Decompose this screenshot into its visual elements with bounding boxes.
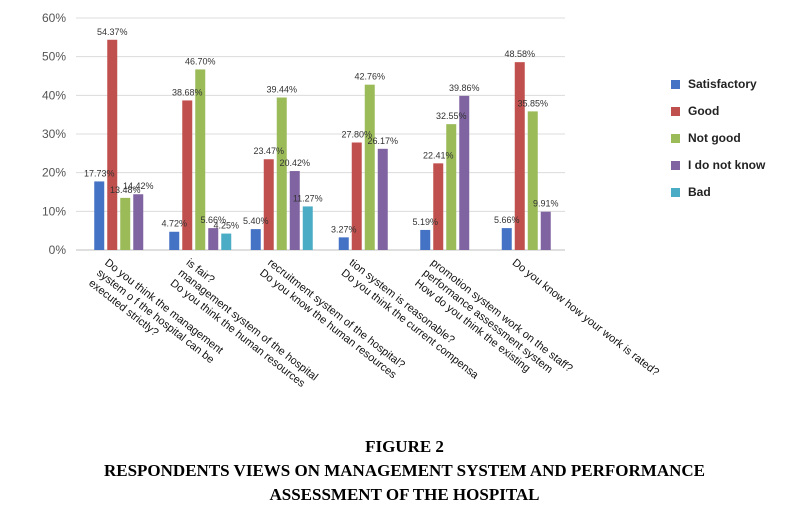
bar-i-do-not-know xyxy=(289,171,300,250)
bars xyxy=(94,39,551,251)
bar-not-good xyxy=(527,111,538,250)
bar-good xyxy=(433,163,444,250)
data-label: 26.17% xyxy=(367,136,398,146)
data-label: 13.48% xyxy=(110,185,141,195)
bar-good xyxy=(514,62,525,250)
bar-satisfactory xyxy=(169,231,180,250)
y-tick-label: 30% xyxy=(42,127,66,141)
data-label: 5.19% xyxy=(412,217,438,227)
data-label: 5.40% xyxy=(243,216,269,226)
legend-swatch xyxy=(671,161,680,170)
bar-not-good xyxy=(364,84,375,250)
data-label: 5.66% xyxy=(494,215,520,225)
figure-caption-line1: RESPONDENTS VIEWS ON MANAGEMENT SYSTEM A… xyxy=(103,461,706,480)
legend-label: Bad xyxy=(688,185,711,199)
legend-label: I do not know xyxy=(688,158,766,172)
data-label: 17.73% xyxy=(84,168,115,178)
y-tick-label: 20% xyxy=(42,166,66,180)
legend-swatch xyxy=(671,134,680,143)
bar-not-good xyxy=(276,97,287,251)
bar-i-do-not-know xyxy=(208,228,219,250)
data-label: 39.44% xyxy=(266,84,297,94)
bar-i-do-not-know xyxy=(133,194,144,250)
legend: Satisfactory Good Not good I do not know Bad xyxy=(671,77,766,199)
bar-i-do-not-know xyxy=(540,211,551,250)
legend-label: Good xyxy=(688,104,719,118)
bar-satisfactory xyxy=(250,229,261,250)
data-label: 14.42% xyxy=(123,181,154,191)
legend-swatch xyxy=(671,107,680,116)
y-tick-label: 60% xyxy=(42,11,66,25)
bar-i-do-not-know xyxy=(377,148,388,250)
bar-not-good xyxy=(120,197,131,250)
data-label: 20.42% xyxy=(279,158,310,168)
figure-label: FIGURE 2 xyxy=(365,437,444,456)
bar-satisfactory xyxy=(94,181,105,250)
bar-not-good xyxy=(195,69,206,250)
legend-swatch xyxy=(671,80,680,89)
y-tick-label: 40% xyxy=(42,88,66,102)
data-label: 39.86% xyxy=(449,83,480,93)
legend-label: Satisfactory xyxy=(688,77,757,91)
data-label: 46.70% xyxy=(185,56,216,66)
legend-label: Not good xyxy=(688,131,741,145)
data-label: 38.68% xyxy=(172,87,203,97)
bar-bad xyxy=(221,233,232,250)
data-label: 32.55% xyxy=(436,111,467,121)
data-labels: 17.73% 54.37% 13.48%14.42% 4.72% 38.68% 46.70… xyxy=(84,27,559,235)
data-label: 35.85% xyxy=(517,98,548,108)
data-label: 4.25% xyxy=(213,221,239,231)
data-label: 23.47% xyxy=(253,146,284,156)
y-tick-label: 50% xyxy=(42,50,66,64)
y-tick-label: 10% xyxy=(42,204,66,218)
y-axis: 0% 10% 20% 30% 40% 50% 60% xyxy=(42,11,66,257)
bar-satisfactory xyxy=(501,228,512,250)
figure-caption-line2: ASSESSMENT OF THE HOSPITAL xyxy=(269,485,540,504)
bar-satisfactory xyxy=(338,237,349,250)
bar-satisfactory xyxy=(420,229,431,250)
y-tick-label: 0% xyxy=(49,243,67,257)
bar-chart: 0%10%20%30%40%50%60% 17.73%54.37%13.48%1… xyxy=(42,11,766,390)
data-label: 4.72% xyxy=(161,219,187,229)
data-label: 48.58% xyxy=(504,49,535,59)
data-label: 22.41% xyxy=(423,150,454,160)
data-label: 42.76% xyxy=(354,72,385,82)
legend-swatch xyxy=(671,188,680,197)
bar-bad xyxy=(302,206,313,250)
data-label: 27.80% xyxy=(341,130,372,140)
data-label: 5.66% xyxy=(200,215,226,225)
data-label: 54.37% xyxy=(97,27,128,37)
grid-lines xyxy=(76,17,565,251)
data-label: 3.27% xyxy=(331,224,357,234)
bar-good xyxy=(263,159,274,250)
data-label: 11.27% xyxy=(293,193,323,203)
bar-i-do-not-know xyxy=(459,95,470,250)
bar-good xyxy=(351,142,362,250)
bar-good xyxy=(182,100,193,250)
bar-good xyxy=(107,39,118,250)
bar-not-good xyxy=(446,124,457,250)
data-label: 9.91% xyxy=(533,199,559,209)
